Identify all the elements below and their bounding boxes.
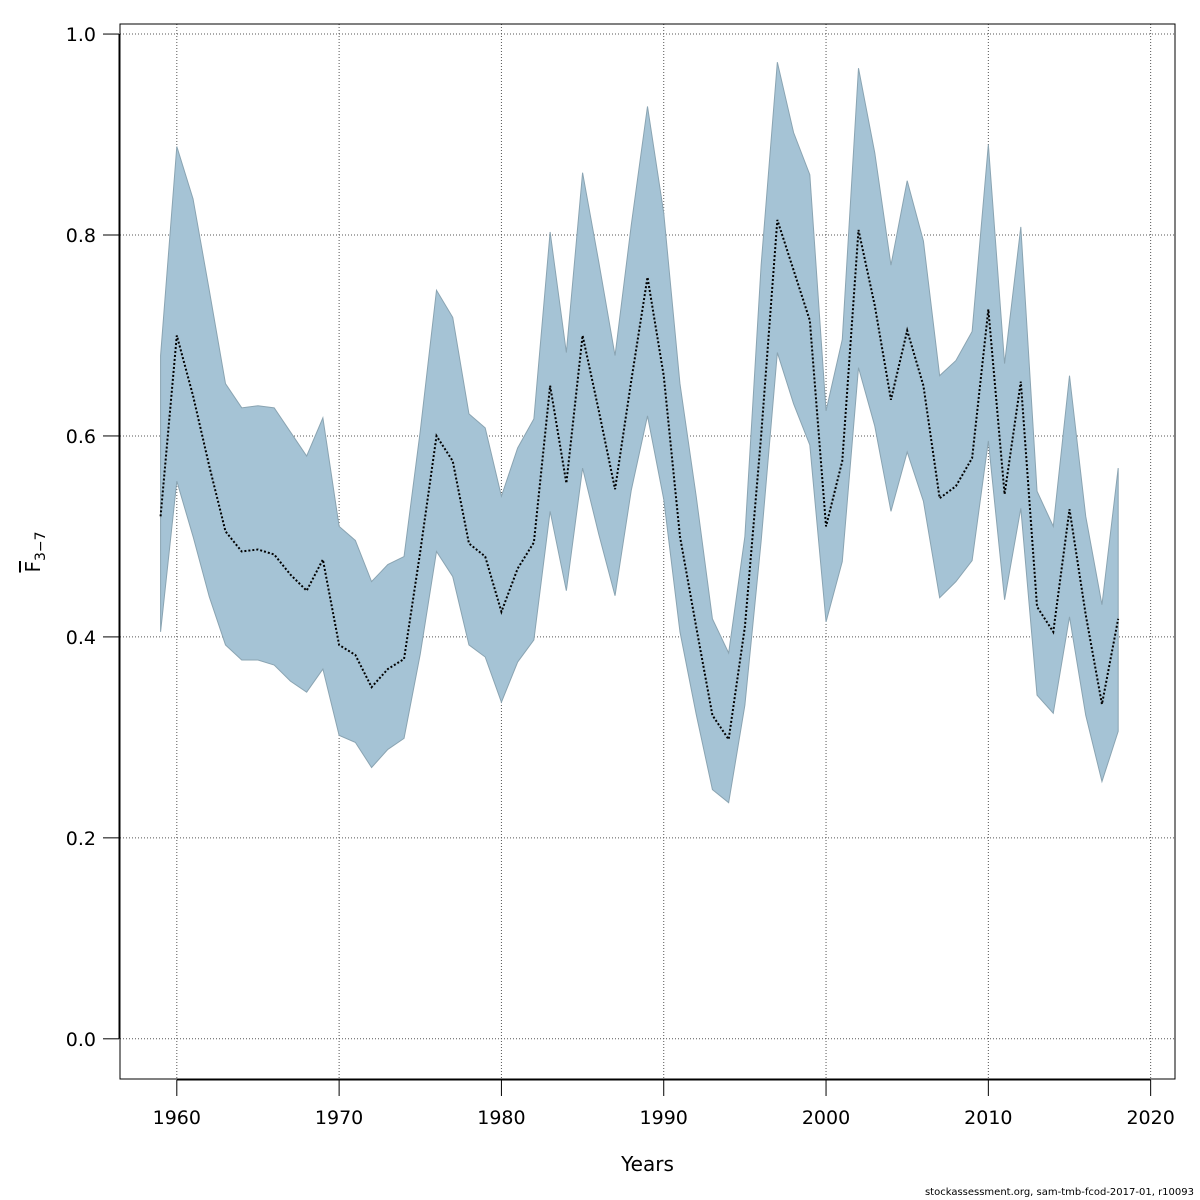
y-tick-label: 0.8 [66,225,96,247]
y-tick-label: 0.4 [66,627,96,649]
x-tick-label: 1970 [315,1107,363,1129]
x-tick-label: 2000 [802,1107,850,1129]
y-axis: 0.0 0.2 0.4 0.6 0.8 1.0 [66,24,120,1051]
y-tick-label: 1.0 [66,24,96,46]
x-tick-label: 1980 [477,1107,525,1129]
x-tick-label: 2010 [964,1107,1012,1129]
svg-text:F3−7: F3−7 [21,531,49,572]
x-axis-title: Years [620,1152,674,1176]
y-tick-label: 0.0 [66,1029,96,1051]
x-axis: 1960 1970 1980 1990 2000 2010 2020 [153,1079,1175,1129]
footer-text: stockassessment.org, sam-tmb-fcod-2017-0… [924,1187,1194,1198]
y-tick-label: 0.2 [66,828,96,850]
grid-lines [120,24,1175,1079]
y-axis-title-subscript: 3−7 [33,531,49,561]
y-axis-title: F3−7 [21,531,49,572]
x-tick-label: 2020 [1126,1107,1174,1129]
series-line [159,219,1120,743]
confidence-band [160,62,1119,804]
x-tick-label: 1990 [640,1107,688,1129]
plot-frame [119,23,1176,1080]
x-tick-label: 1960 [153,1107,201,1129]
y-tick-label: 0.6 [66,426,96,448]
y-axis-title-main: F [21,561,45,573]
